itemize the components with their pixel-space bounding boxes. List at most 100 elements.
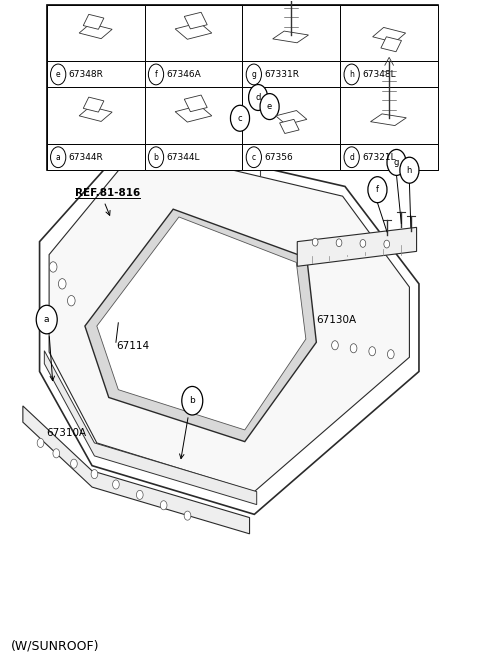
- Text: d: d: [255, 93, 261, 102]
- Circle shape: [136, 490, 143, 499]
- Circle shape: [148, 64, 164, 85]
- Bar: [47, 5, 144, 62]
- Circle shape: [246, 147, 262, 168]
- Text: 67348R: 67348R: [69, 70, 104, 79]
- Circle shape: [53, 449, 60, 458]
- Bar: [47, 62, 144, 87]
- Bar: [47, 5, 438, 170]
- Text: g: g: [394, 158, 399, 167]
- Circle shape: [36, 305, 57, 334]
- Text: g: g: [252, 70, 256, 79]
- Bar: [144, 62, 242, 87]
- Bar: [242, 5, 340, 62]
- Polygon shape: [280, 119, 299, 133]
- Text: a: a: [56, 153, 60, 162]
- Text: 67344R: 67344R: [69, 153, 103, 162]
- Polygon shape: [49, 148, 409, 491]
- Text: (W/SUNROOF): (W/SUNROOF): [11, 639, 99, 652]
- Text: e: e: [267, 102, 272, 111]
- Text: b: b: [190, 396, 195, 405]
- Circle shape: [246, 64, 262, 85]
- Text: 67321L: 67321L: [362, 153, 396, 162]
- Circle shape: [160, 501, 167, 510]
- Text: f: f: [155, 70, 157, 79]
- Text: e: e: [56, 70, 60, 79]
- Circle shape: [50, 64, 66, 85]
- Polygon shape: [23, 406, 250, 534]
- Polygon shape: [175, 23, 212, 39]
- Text: 67346A: 67346A: [167, 70, 201, 79]
- Bar: [242, 144, 340, 170]
- Polygon shape: [85, 209, 316, 441]
- Circle shape: [148, 147, 164, 168]
- Text: 67116: 67116: [333, 139, 366, 149]
- Circle shape: [350, 344, 357, 353]
- Circle shape: [249, 85, 268, 110]
- Circle shape: [387, 150, 406, 175]
- Polygon shape: [273, 31, 309, 43]
- Circle shape: [113, 480, 119, 489]
- Circle shape: [336, 239, 342, 247]
- Text: 67130A: 67130A: [316, 315, 357, 325]
- Bar: [340, 144, 438, 170]
- Bar: [340, 87, 438, 144]
- Circle shape: [344, 64, 360, 85]
- Polygon shape: [372, 28, 406, 43]
- Polygon shape: [79, 24, 112, 39]
- Bar: [47, 87, 144, 144]
- Text: d: d: [349, 153, 354, 162]
- Text: b: b: [154, 153, 158, 162]
- Text: c: c: [252, 153, 256, 162]
- Bar: [144, 87, 242, 144]
- Polygon shape: [79, 106, 112, 121]
- Circle shape: [384, 240, 390, 248]
- Text: c: c: [238, 113, 242, 123]
- Bar: [242, 87, 340, 144]
- Text: 67331R: 67331R: [264, 70, 300, 79]
- Circle shape: [230, 105, 250, 131]
- Circle shape: [50, 147, 66, 168]
- Circle shape: [91, 470, 98, 479]
- Text: a: a: [44, 315, 49, 324]
- Polygon shape: [297, 228, 417, 266]
- Circle shape: [59, 279, 66, 289]
- Text: h: h: [407, 166, 412, 174]
- Polygon shape: [83, 14, 104, 30]
- Bar: [340, 62, 438, 87]
- Circle shape: [387, 350, 394, 359]
- Circle shape: [400, 157, 419, 183]
- Circle shape: [360, 239, 366, 247]
- Circle shape: [368, 176, 387, 203]
- Polygon shape: [184, 12, 207, 29]
- Bar: [242, 62, 340, 87]
- Text: 67310A: 67310A: [47, 428, 87, 438]
- Polygon shape: [381, 37, 401, 52]
- Polygon shape: [184, 95, 207, 112]
- Circle shape: [182, 386, 203, 415]
- Text: 67344L: 67344L: [167, 153, 200, 162]
- Circle shape: [68, 296, 75, 306]
- Circle shape: [184, 511, 191, 520]
- Polygon shape: [371, 114, 406, 125]
- Polygon shape: [44, 351, 257, 504]
- Text: 67348L: 67348L: [362, 70, 396, 79]
- Polygon shape: [83, 97, 104, 112]
- Text: h: h: [349, 70, 354, 79]
- Circle shape: [332, 340, 338, 350]
- Bar: [340, 5, 438, 62]
- Polygon shape: [97, 217, 306, 430]
- Text: 67356: 67356: [264, 153, 293, 162]
- Circle shape: [369, 346, 375, 356]
- Bar: [144, 5, 242, 62]
- Polygon shape: [39, 138, 419, 514]
- Text: f: f: [376, 185, 379, 194]
- Polygon shape: [175, 106, 212, 122]
- Polygon shape: [276, 110, 307, 125]
- Circle shape: [344, 147, 360, 168]
- Text: 67114: 67114: [116, 340, 149, 350]
- Circle shape: [49, 262, 57, 272]
- Circle shape: [312, 238, 318, 246]
- Circle shape: [71, 459, 77, 468]
- Circle shape: [37, 438, 44, 447]
- Circle shape: [260, 94, 279, 119]
